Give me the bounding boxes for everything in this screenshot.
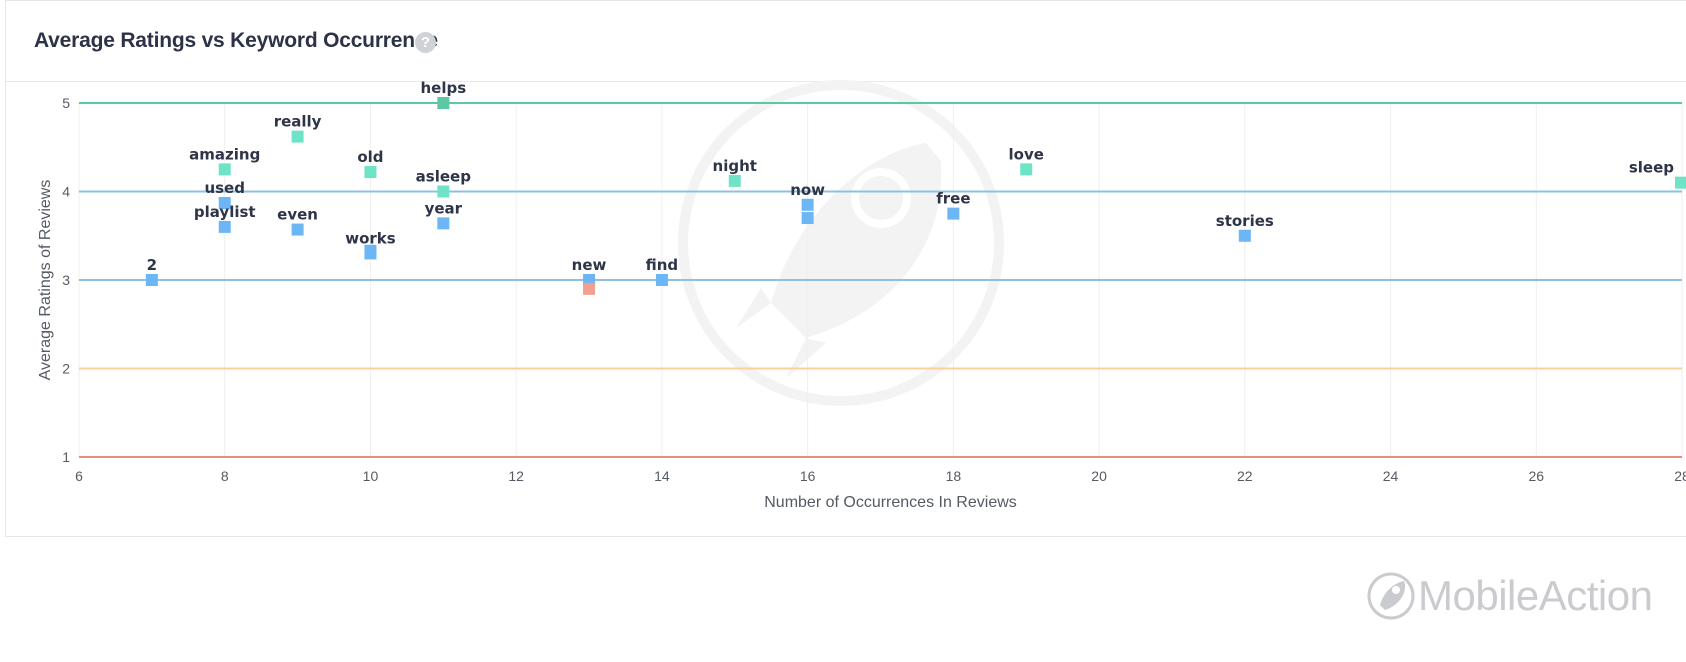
data-point [364, 166, 377, 179]
data-label: even [277, 206, 318, 224]
data-point [218, 163, 231, 176]
data-point [437, 185, 450, 198]
data-point [364, 244, 377, 257]
question-circle-icon[interactable]: ? [415, 32, 436, 53]
data-point [145, 274, 158, 286]
data-point [801, 212, 814, 225]
data-label: sleep [1629, 159, 1674, 177]
x-tick-label: 14 [654, 468, 670, 484]
x-tick-label: 12 [508, 468, 524, 484]
data-point [1675, 176, 1686, 189]
y-axis-label: Average Ratings of Reviews [37, 180, 54, 381]
x-tick-label: 22 [1237, 468, 1253, 484]
y-tick-label: 1 [62, 449, 70, 465]
data-label: really [274, 113, 322, 131]
x-tick-label: 16 [800, 468, 816, 484]
data-label: used [204, 179, 245, 197]
data-label: year [425, 199, 463, 217]
x-tick-label: 24 [1383, 468, 1399, 484]
data-label: now [790, 181, 825, 199]
x-tick-label: 26 [1528, 468, 1544, 484]
y-tick-label: 2 [62, 361, 70, 377]
brand-name: MobileAction [1418, 572, 1653, 619]
y-tick-label: 5 [62, 95, 70, 111]
data-label: new [572, 256, 607, 274]
data-label: helps [420, 79, 466, 97]
chart-title: Average Ratings vs Keyword Occurrence [34, 29, 438, 52]
chart-card: Average Ratings vs Keyword Occurrence ? … [5, 0, 1686, 537]
brand-logo: MobileAction [1366, 568, 1653, 624]
data-point [947, 207, 960, 220]
data-label: stories [1216, 212, 1274, 230]
data-point [655, 274, 668, 286]
x-tick-label: 20 [1091, 468, 1107, 484]
data-point [218, 197, 231, 210]
data-label: playlist [194, 203, 256, 221]
data-point [728, 174, 741, 187]
data-label: amazing [189, 145, 260, 163]
data-point [291, 223, 304, 236]
data-point [437, 217, 450, 230]
data-point [291, 130, 304, 143]
y-tick-label: 3 [62, 272, 70, 288]
x-tick-label: 28 [1674, 468, 1686, 484]
data-label: free [936, 190, 970, 208]
data-label: old [357, 148, 383, 166]
data-point [437, 97, 450, 109]
x-tick-label: 8 [221, 468, 229, 484]
data-label: find [646, 256, 679, 274]
x-axis-label: Number of Occurrences In Reviews [764, 494, 1017, 511]
rocket-logo-icon [1367, 572, 1415, 620]
data-label: 2 [147, 256, 157, 274]
x-tick-label: 6 [75, 468, 83, 484]
data-label: love [1009, 145, 1044, 163]
data-point [1020, 163, 1033, 176]
data-label: works [345, 229, 396, 247]
data-point [218, 220, 231, 233]
data-label: night [713, 157, 757, 175]
y-tick-label: 4 [62, 184, 70, 200]
x-tick-label: 18 [946, 468, 962, 484]
data-point [583, 282, 596, 295]
x-tick-label: 10 [363, 468, 379, 484]
data-label: asleep [416, 168, 472, 186]
data-point [1238, 229, 1251, 242]
data-point [801, 198, 814, 211]
